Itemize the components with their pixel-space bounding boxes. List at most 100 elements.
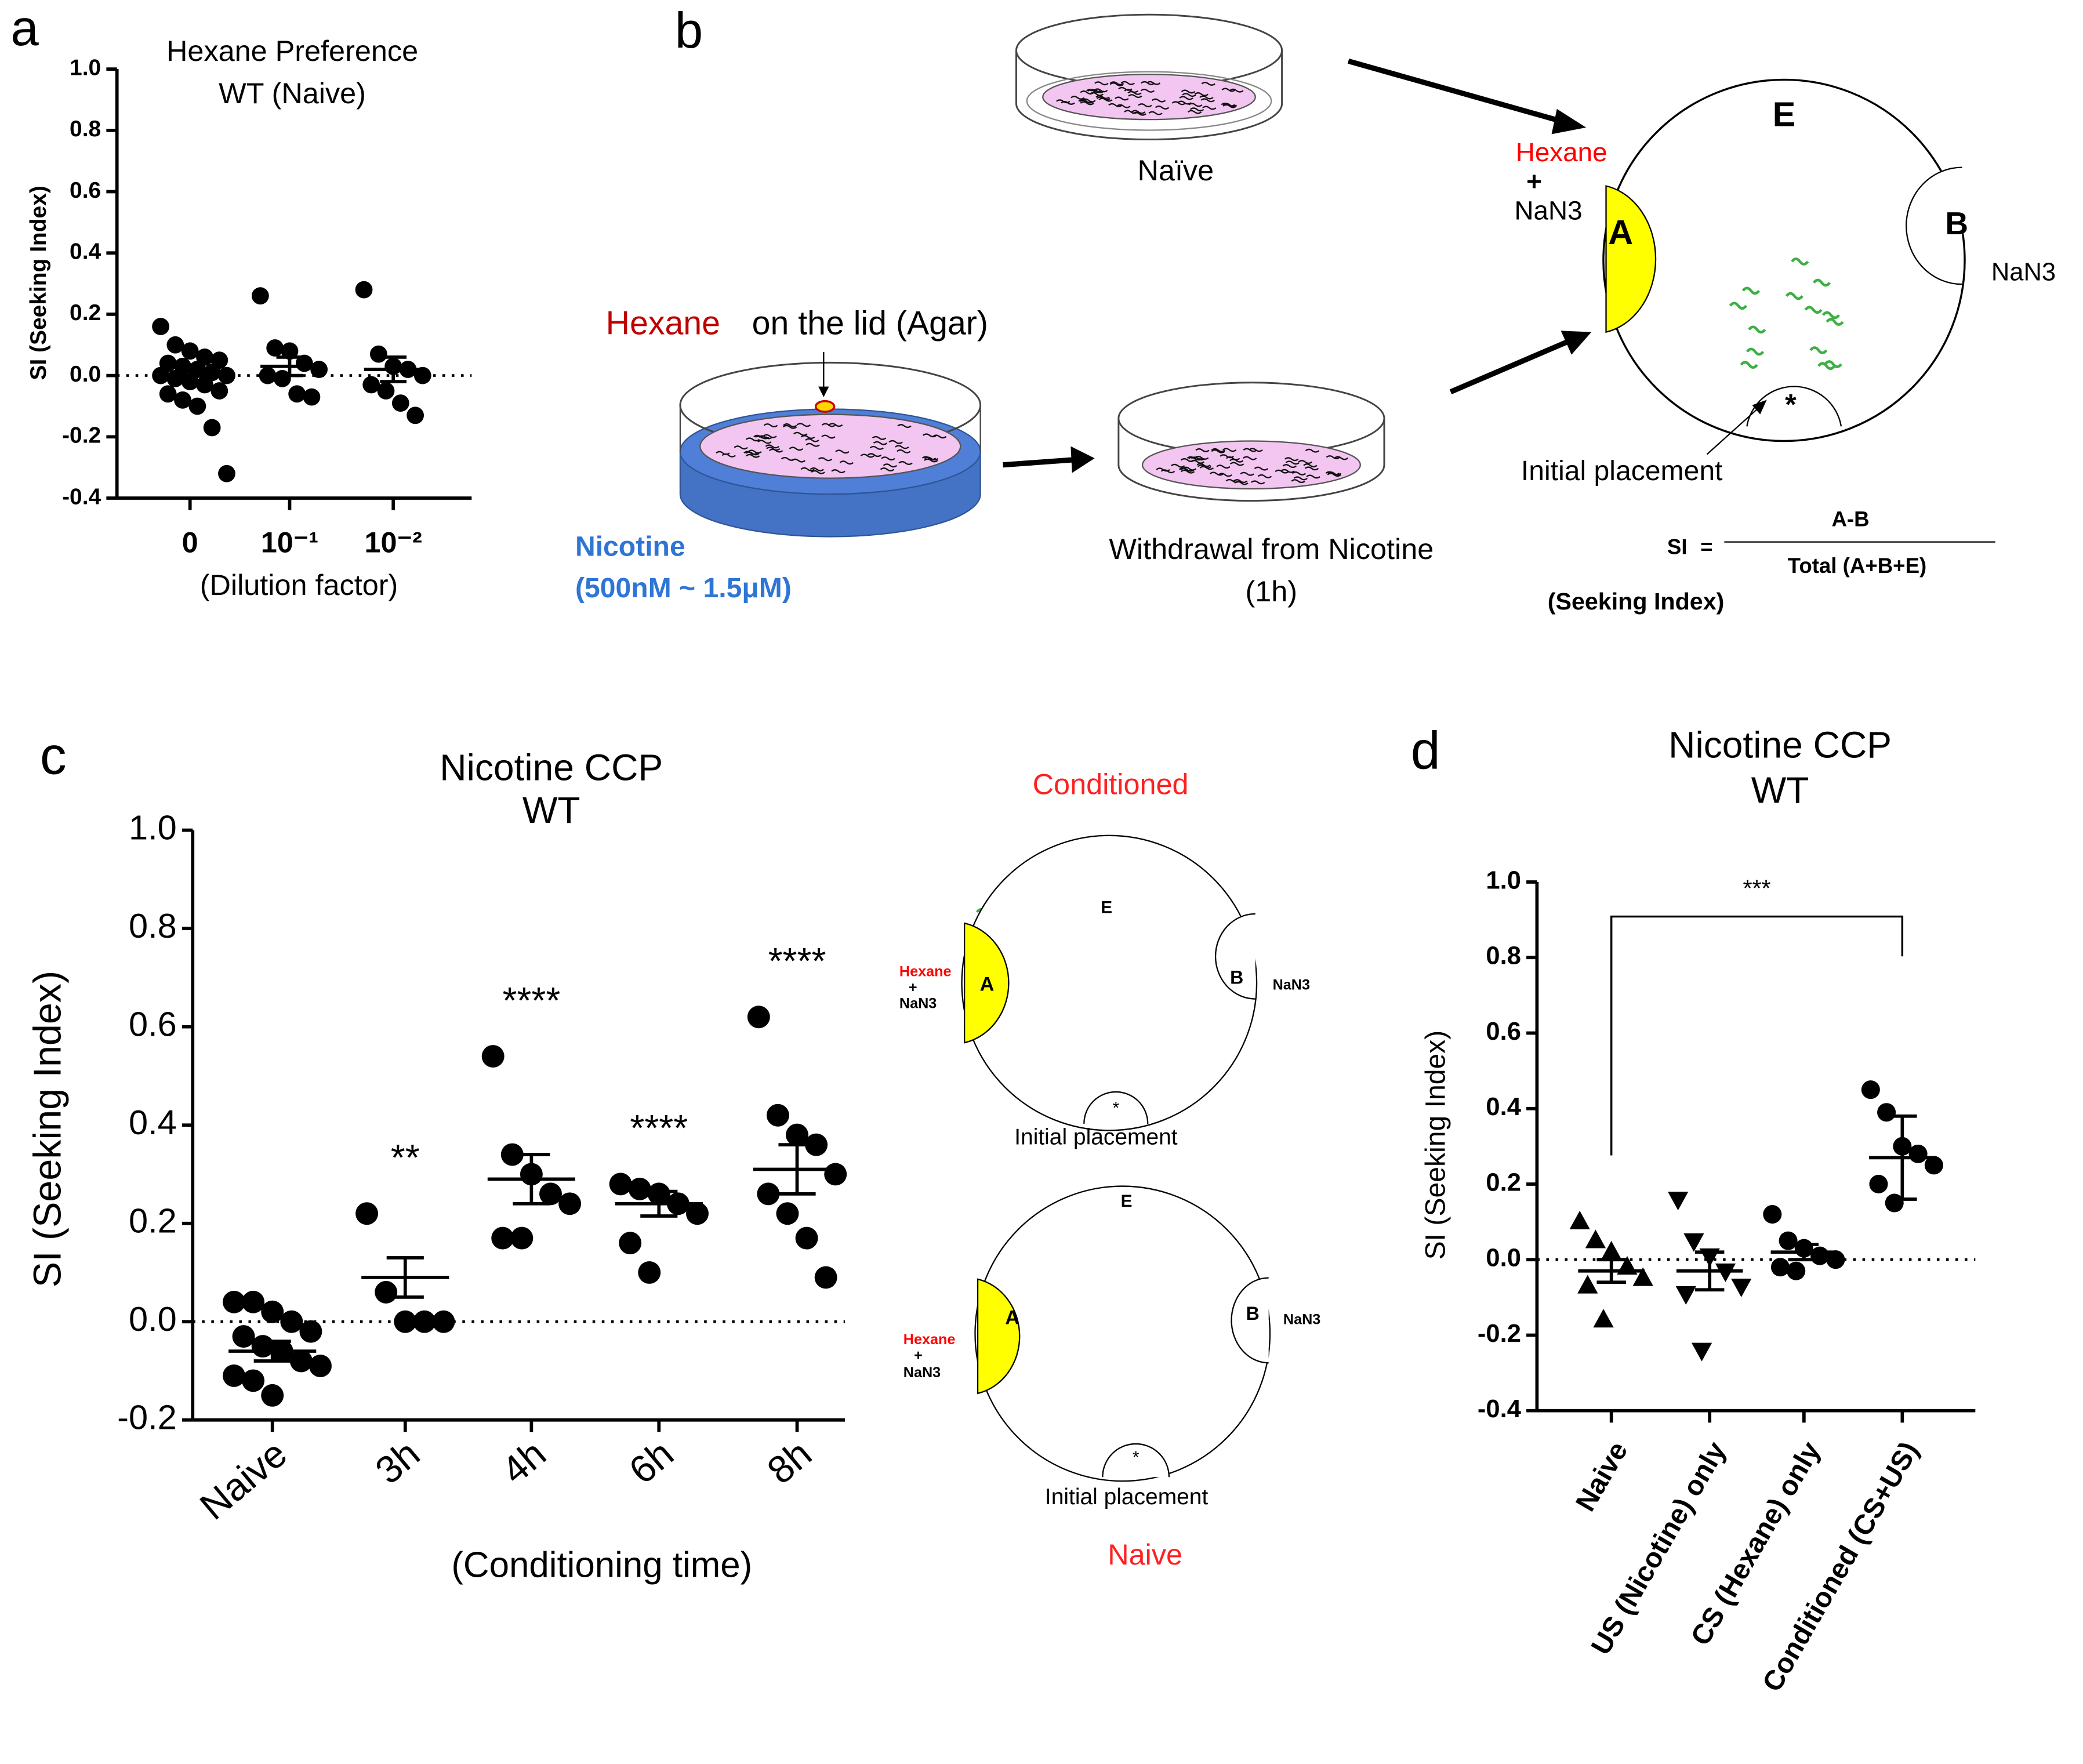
worm	[1190, 459, 1204, 464]
x-tick-label: 0	[182, 525, 198, 558]
label: Naïve	[1138, 154, 1214, 187]
point	[310, 361, 328, 378]
error-bar	[1695, 1250, 1725, 1292]
worm	[1282, 464, 1297, 469]
point	[174, 391, 191, 409]
worm	[1095, 95, 1110, 99]
worm	[1127, 90, 1142, 95]
chart-title: WT	[1751, 769, 1809, 811]
arena	[1602, 78, 1966, 442]
point	[628, 1177, 651, 1200]
worm	[1082, 98, 1096, 103]
worm	[897, 424, 912, 429]
label: NaN3	[1273, 977, 1310, 993]
point	[1779, 1231, 1798, 1250]
panel-label: d	[1411, 721, 1440, 780]
point	[261, 1300, 284, 1323]
y-tick-label: -0.2	[62, 423, 101, 448]
y-axis-label: SI (Seeking Index)	[26, 186, 51, 380]
point	[281, 342, 299, 360]
point	[152, 366, 169, 384]
worm	[1194, 92, 1209, 96]
point	[203, 419, 221, 437]
point	[1908, 1144, 1928, 1163]
y-tick-label: -0.4	[1478, 1395, 1521, 1423]
point	[1593, 1309, 1614, 1328]
worm	[1140, 88, 1155, 93]
worm	[1233, 479, 1248, 484]
label: A-B	[1831, 507, 1869, 531]
zone-b	[1231, 1277, 1269, 1364]
worm	[791, 458, 805, 463]
y-axis-label: SI (Seeking Index)	[1420, 1030, 1451, 1260]
worm	[1746, 347, 1765, 356]
inset-title: Naive	[1108, 1538, 1182, 1571]
label: A	[980, 974, 995, 996]
chart-title: Nicotine CCP	[1668, 724, 1892, 766]
worm	[763, 423, 778, 427]
worm	[1257, 474, 1272, 478]
y-tick-label: -0.4	[62, 484, 101, 509]
label: +	[909, 979, 917, 996]
label: Initial placement	[1521, 455, 1723, 487]
worm-lawn	[1042, 74, 1256, 121]
error-bar	[253, 1340, 291, 1363]
label: E	[1101, 898, 1112, 917]
start-zone	[1746, 386, 1842, 427]
worm	[1284, 457, 1299, 462]
error-bar	[1888, 1114, 1917, 1201]
worm	[783, 423, 797, 427]
worm	[1079, 99, 1094, 104]
worm	[1131, 110, 1146, 114]
worm	[801, 435, 815, 440]
x-axis-label: (Dilution factor)	[200, 568, 398, 601]
worm	[1186, 456, 1202, 460]
point	[638, 1261, 661, 1284]
y-tick-label: 0.0	[1486, 1244, 1521, 1272]
worm	[1280, 469, 1295, 473]
panel-label: b	[675, 3, 703, 59]
worm	[811, 470, 825, 474]
worm	[839, 460, 854, 465]
worm	[898, 461, 913, 465]
worm	[1291, 479, 1305, 484]
worm	[1327, 473, 1341, 477]
point	[218, 464, 235, 482]
worm	[1196, 463, 1211, 467]
point	[609, 1173, 632, 1196]
point	[1826, 1250, 1845, 1269]
worm	[1222, 103, 1237, 107]
y-tick-label: 0.4	[1486, 1093, 1521, 1121]
worm	[1791, 257, 1809, 266]
worm	[880, 467, 895, 472]
error-bar	[386, 1256, 424, 1299]
label: A	[1608, 213, 1633, 252]
worm	[1304, 466, 1319, 471]
worm	[766, 447, 781, 451]
point	[394, 1310, 417, 1333]
worm	[1251, 480, 1265, 485]
worm	[869, 445, 884, 450]
point	[558, 1192, 582, 1215]
label: SI	[1667, 535, 1688, 559]
arrow	[1449, 337, 1573, 394]
significance-bracket	[1610, 915, 1904, 1156]
start-zone	[1102, 1443, 1170, 1478]
worm	[818, 457, 833, 462]
worm	[1229, 88, 1244, 93]
worm	[1326, 455, 1341, 459]
point	[491, 1226, 514, 1250]
worm	[1199, 95, 1214, 100]
worm	[1740, 361, 1758, 369]
worm	[747, 449, 762, 454]
arena	[974, 1185, 1271, 1482]
point	[1683, 1233, 1704, 1252]
label: A	[1005, 1307, 1019, 1329]
label: NaN3	[1283, 1312, 1320, 1328]
worm	[1285, 460, 1300, 465]
worm	[1182, 466, 1197, 471]
diagram-labels: Naïve Hexane on the lid (Agar) Nicotine …	[575, 95, 2056, 615]
point	[355, 281, 373, 299]
error-bar	[640, 1189, 678, 1218]
